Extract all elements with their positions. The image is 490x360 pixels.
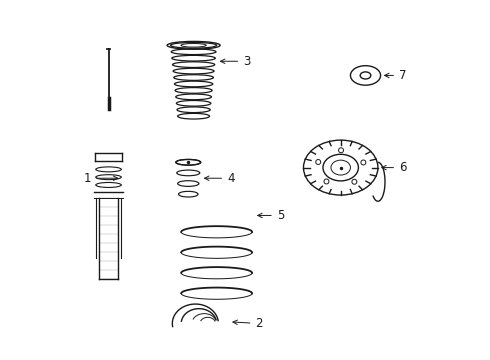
Text: 3: 3 [220, 55, 250, 68]
Text: 4: 4 [204, 172, 235, 185]
Text: 1: 1 [83, 172, 118, 185]
Text: 6: 6 [382, 161, 407, 174]
Text: 5: 5 [258, 209, 284, 222]
Text: 2: 2 [233, 317, 263, 330]
Text: 7: 7 [385, 69, 407, 82]
